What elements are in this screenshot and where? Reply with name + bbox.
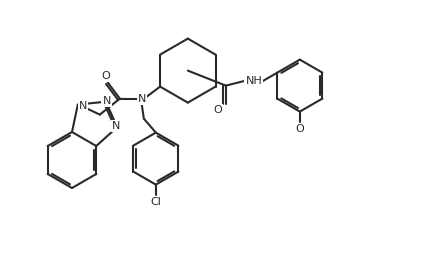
Text: N: N bbox=[79, 101, 87, 111]
Text: Cl: Cl bbox=[151, 197, 161, 207]
Text: N: N bbox=[112, 121, 120, 131]
Text: O: O bbox=[214, 105, 222, 115]
Text: N: N bbox=[103, 96, 111, 106]
Text: O: O bbox=[101, 70, 110, 81]
Text: O: O bbox=[296, 124, 304, 134]
Text: NH: NH bbox=[245, 76, 262, 86]
Text: N: N bbox=[138, 94, 146, 103]
